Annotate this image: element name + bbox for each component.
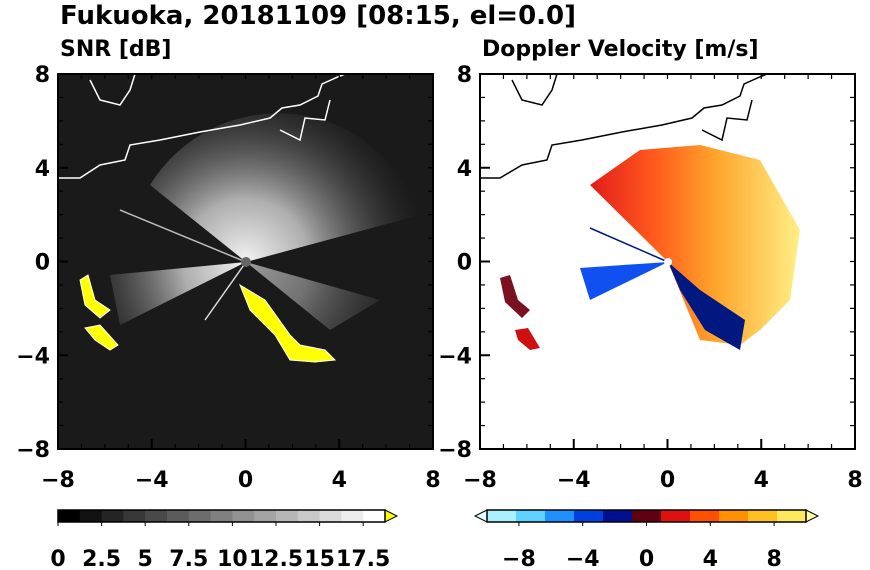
snr-colorbar-tick-label: 17.5 <box>336 547 390 570</box>
doppler-y-tick-label: 0 <box>457 251 472 276</box>
snr-axis-ticks: −8 −4 0 4 8 8 4 0 −4 −8 <box>16 63 440 493</box>
snr-panel: −8 −4 0 4 8 8 4 0 −4 −8 <box>16 63 440 493</box>
snr-colorbar-extend-max <box>384 509 399 523</box>
doppler-colorbar-segment <box>574 510 604 522</box>
snr-colorbar-tick-label: 15 <box>304 547 335 570</box>
snr-colorbar-segment <box>145 510 168 522</box>
doppler-colorbar-segment <box>603 510 633 522</box>
snr-spoke <box>119 209 247 263</box>
doppler-y-tick-label: −8 <box>438 438 472 463</box>
snr-panel-title: SNR [dB] <box>60 37 171 62</box>
snr-colorbar-tick-label: 10 <box>217 547 248 570</box>
snr-y-tick-label: 4 <box>35 157 50 182</box>
snr-echo-sector <box>150 113 420 262</box>
doppler-colorbar-segment <box>661 510 691 522</box>
doppler-y-tick-label: −4 <box>438 344 472 369</box>
snr-echo-sector-south <box>246 262 380 330</box>
snr-x-tick-label: 8 <box>425 468 440 493</box>
doppler-colorbar-extend-max <box>805 509 820 523</box>
snr-echo-sector-west <box>110 262 246 325</box>
snr-colorbar-segment <box>58 510 81 522</box>
doppler-x-tick-label: 0 <box>660 468 675 493</box>
snr-colorbar-tick-label: 7.5 <box>169 547 208 570</box>
snr-clutter-south <box>238 283 337 363</box>
snr-colorbar-segment <box>210 510 233 522</box>
snr-colorbar-tick-label: 5 <box>138 547 153 570</box>
doppler-panel-title: Doppler Velocity [m/s] <box>482 37 759 62</box>
snr-radar-site <box>241 257 251 267</box>
snr-x-tick-label: 4 <box>332 468 347 493</box>
doppler-colorbar-tick-label: 4 <box>703 547 718 570</box>
doppler-colorbar-tick-label: 0 <box>639 547 654 570</box>
snr-y-tick-label: −8 <box>16 438 50 463</box>
doppler-clutter-west <box>500 275 530 318</box>
doppler-axis-ticks: −8 −4 0 4 8 8 4 0 −4 −8 <box>438 63 862 493</box>
snr-colorbar-segment <box>79 510 103 522</box>
doppler-colorbar-segment <box>719 510 749 522</box>
snr-colorbar: 0 2.5 5 7.5 10 12.5 15 17.5 <box>50 509 399 570</box>
doppler-clutter-west-lower <box>515 328 540 350</box>
doppler-colorbar-tick-label: 8 <box>766 547 781 570</box>
doppler-x-tick-label: 4 <box>754 468 769 493</box>
doppler-radar-site <box>664 258 672 266</box>
snr-y-tick-label: 0 <box>35 251 50 276</box>
doppler-spoke <box>589 227 669 263</box>
snr-colorbar-tick-label: 12.5 <box>249 547 303 570</box>
doppler-field <box>480 74 800 350</box>
snr-colorbar-segment <box>319 510 342 522</box>
snr-colorbar-segment <box>276 510 299 522</box>
doppler-colorbar-tick-label: −4 <box>566 547 600 570</box>
snr-colorbar-segment <box>254 510 277 522</box>
snr-colorbar-tick-label: 0 <box>50 547 65 570</box>
doppler-x-tick-label: −8 <box>463 468 497 493</box>
doppler-approaching-sector-south <box>668 262 745 350</box>
snr-colorbar-segment <box>101 510 124 522</box>
doppler-colorbar-segment <box>545 510 575 522</box>
snr-colorbar-segment <box>167 510 190 522</box>
doppler-colorbar-segment <box>748 510 778 522</box>
snr-x-tick-label: 0 <box>238 468 253 493</box>
doppler-x-tick-label: −4 <box>557 468 591 493</box>
snr-clutter-west <box>79 274 111 319</box>
doppler-x-tick-label: 8 <box>847 468 862 493</box>
doppler-approaching-sector-west <box>580 262 668 300</box>
snr-x-tick-label: −4 <box>135 468 169 493</box>
snr-colorbar-frame <box>57 509 386 523</box>
doppler-colorbar-segment <box>632 510 662 522</box>
doppler-colorbar-segment <box>487 510 517 522</box>
snr-colorbar-segment <box>341 510 364 522</box>
doppler-colorbar-tick-label: −8 <box>502 547 536 570</box>
snr-y-tick-label: −4 <box>16 344 50 369</box>
doppler-coastline <box>480 74 768 179</box>
snr-colorbar-segment <box>363 510 386 522</box>
snr-spoke-south <box>204 261 247 321</box>
figure-title: Fukuoka, 20181109 [08:15, el=0.0] <box>60 1 576 31</box>
snr-colorbar-segment <box>297 510 321 522</box>
snr-y-tick-label: 8 <box>35 63 50 88</box>
snr-coastline <box>58 74 346 179</box>
snr-x-tick-label: −8 <box>41 468 75 493</box>
snr-colorbar-segment <box>188 510 212 522</box>
snr-colorbar-segment <box>232 510 255 522</box>
snr-colorbar-tick-label: 2.5 <box>82 547 121 570</box>
doppler-colorbar-extend-min <box>473 509 488 523</box>
doppler-colorbar-segment <box>777 510 807 522</box>
doppler-y-tick-label: 4 <box>457 157 472 182</box>
snr-colorbar-segment <box>123 510 146 522</box>
snr-field <box>58 74 420 363</box>
doppler-panel: −8 −4 0 4 8 8 4 0 −4 −8 <box>438 63 862 493</box>
doppler-colorbar: −8 −4 0 4 8 <box>473 509 820 570</box>
doppler-y-tick-label: 8 <box>457 63 472 88</box>
doppler-receding-sector <box>590 145 800 345</box>
snr-clutter-west-lower <box>84 324 119 351</box>
doppler-colorbar-segment <box>516 510 546 522</box>
doppler-colorbar-segment <box>690 510 720 522</box>
